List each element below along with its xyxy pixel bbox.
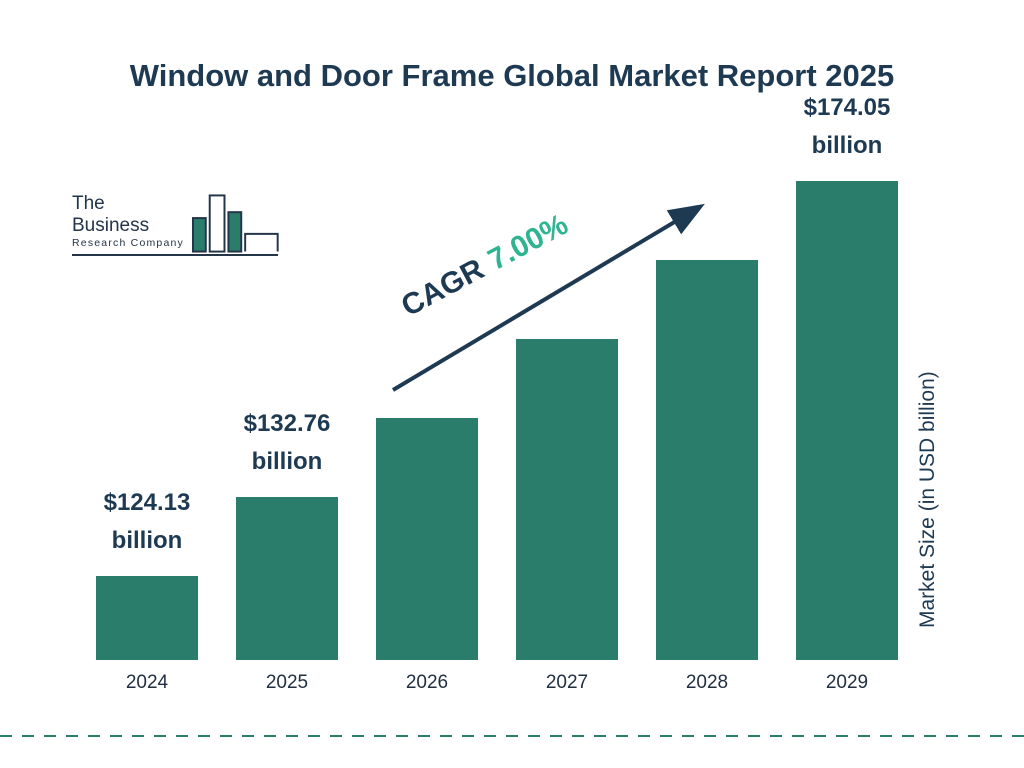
- bar-chart-logo-icon: [192, 194, 280, 253]
- page-title: Window and Door Frame Global Market Repo…: [129, 57, 895, 93]
- bar-chart: $124.13 billion 2024 $132.76 billion 2025 2026…: [96, 94, 898, 693]
- x-axis-label-2024: 2024: [125, 672, 169, 693]
- bar-column-2025: $132.76 billion 2025: [236, 410, 338, 693]
- bar-2027: [516, 339, 618, 660]
- y-axis-label: Market Size (in USD billion): [916, 371, 939, 629]
- x-axis-label-2029: 2029: [825, 672, 869, 693]
- bar-column-2026: 2026: [376, 418, 478, 693]
- bottom-dashed-line: [0, 735, 1024, 737]
- logo-line1: The Business: [72, 193, 150, 236]
- bar-column-2029: $174.05 billion 2029: [796, 94, 898, 693]
- bar-value-label-2024: $124.13 billion: [103, 489, 191, 554]
- bar-value-label-2025: $132.76 billion: [243, 410, 331, 475]
- bar-column-2024: $124.13 billion 2024: [96, 489, 198, 693]
- logo-underline: [72, 254, 278, 256]
- bar-2026: [376, 418, 478, 660]
- bar-column-2028: 2028: [656, 260, 758, 693]
- x-axis-label-2025: 2025: [265, 672, 309, 693]
- logo: The Business Research Company: [72, 192, 282, 256]
- bar-column-2027: 2027: [516, 339, 618, 693]
- x-axis-label-2027: 2027: [545, 672, 589, 693]
- bar-2025: [236, 497, 338, 660]
- bar-value-label-2029: $174.05 billion: [803, 94, 891, 159]
- logo-line2: Research Company: [72, 237, 184, 249]
- bar-2029: [796, 181, 898, 660]
- bar-2028: [656, 260, 758, 660]
- bar-2024: [96, 576, 198, 660]
- x-axis-label-2026: 2026: [405, 672, 449, 693]
- logo-text: The Business Research Company: [72, 193, 185, 254]
- x-axis-label-2028: 2028: [685, 672, 729, 693]
